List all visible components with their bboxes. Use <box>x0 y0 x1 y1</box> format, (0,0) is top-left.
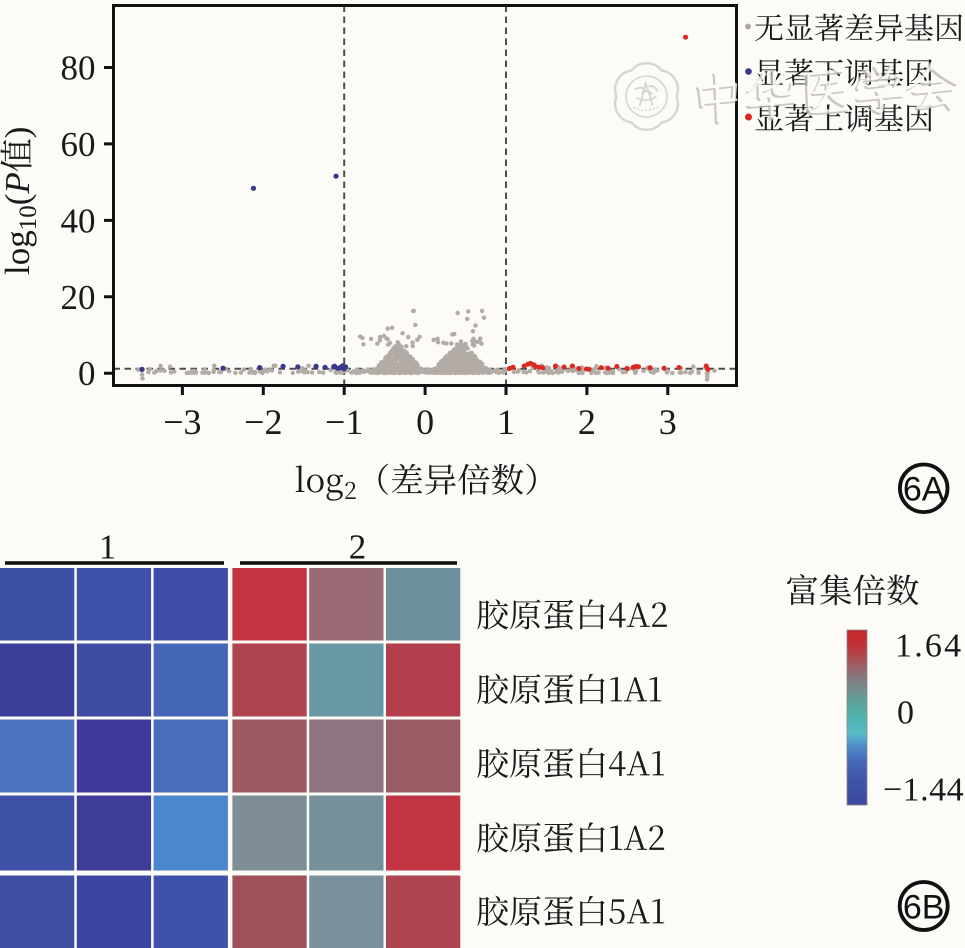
svg-text:20: 20 <box>61 278 96 317</box>
svg-text:−1: −1 <box>325 402 363 442</box>
svg-text:2: 2 <box>349 528 367 567</box>
svg-text:6A: 6A <box>903 471 945 509</box>
svg-text:1.64: 1.64 <box>895 627 963 664</box>
svg-text:6B: 6B <box>903 888 945 926</box>
svg-text:2: 2 <box>578 402 596 442</box>
svg-text:−1.44: −1.44 <box>883 771 964 808</box>
svg-text:1: 1 <box>99 528 117 567</box>
svg-text:40: 40 <box>61 201 96 240</box>
svg-text:−3: −3 <box>163 402 201 442</box>
svg-text:0: 0 <box>897 694 914 731</box>
svg-text:1: 1 <box>497 402 515 442</box>
svg-text:80: 80 <box>61 49 96 88</box>
svg-text:0: 0 <box>416 402 434 442</box>
svg-text:3: 3 <box>659 402 677 442</box>
svg-text:−2: −2 <box>244 402 282 442</box>
svg-text:0: 0 <box>78 354 96 393</box>
svg-text:60: 60 <box>61 125 96 164</box>
